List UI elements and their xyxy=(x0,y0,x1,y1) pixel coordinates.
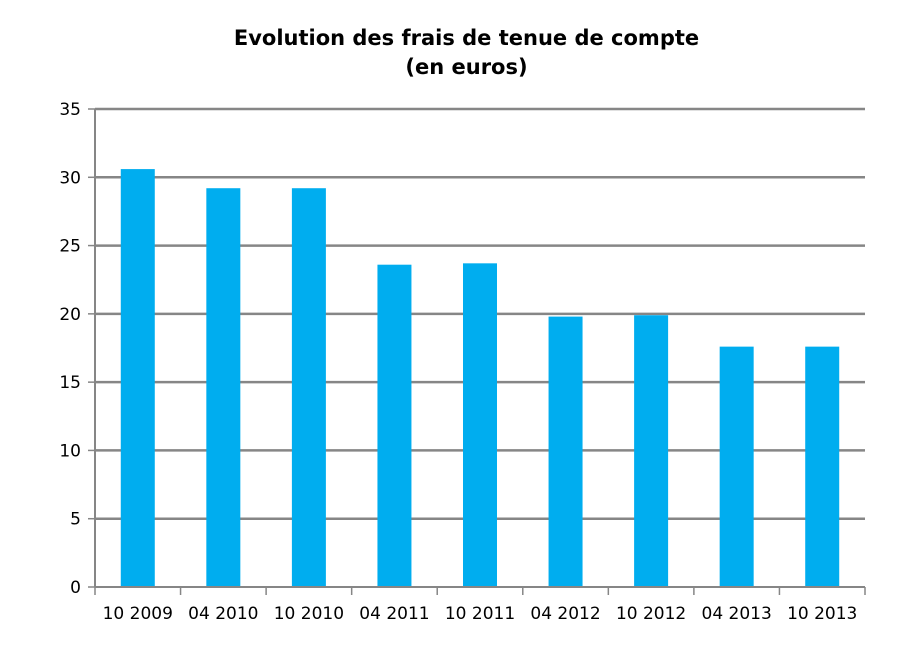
bar-8 xyxy=(805,346,840,587)
chart-title: Evolution des frais de tenue de compte (… xyxy=(0,24,920,82)
bar-6 xyxy=(634,315,669,587)
bar-7 xyxy=(719,346,754,587)
x-tick-label-3: 04 2011 xyxy=(359,604,429,624)
x-tick-label-2: 10 2010 xyxy=(274,604,344,624)
tick-labels: 0 5 10 15 20 25 30 35 10 2009 04 2010 10 2010 04 20… xyxy=(59,100,857,624)
x-tick-label-5: 04 2012 xyxy=(530,604,600,624)
chart-title-line-2: (en euros) xyxy=(405,55,528,79)
bar-3 xyxy=(377,264,412,587)
axes xyxy=(88,108,866,595)
y-tick-label-7: 35 xyxy=(59,100,81,120)
y-tick-label-2: 10 xyxy=(59,441,81,461)
y-tick-label-4: 20 xyxy=(59,305,81,325)
chart-title-line-1: Evolution des frais de tenue de compte xyxy=(233,26,700,50)
y-tick-label-3: 15 xyxy=(59,373,81,393)
bar-2 xyxy=(291,188,326,587)
bar-4 xyxy=(463,263,497,587)
x-tick-label-7: 04 2013 xyxy=(702,604,772,624)
y-tick-label-1: 5 xyxy=(70,510,81,530)
x-tick-label-1: 04 2010 xyxy=(188,604,258,624)
x-tick-label-8: 10 2013 xyxy=(787,604,857,624)
bar-1 xyxy=(206,188,241,587)
x-tick-label-6: 10 2012 xyxy=(616,604,686,624)
bar-0 xyxy=(120,169,155,587)
bar-5 xyxy=(548,316,583,587)
x-tick-label-0: 10 2009 xyxy=(103,604,173,624)
bars xyxy=(120,169,840,587)
y-tick-label-5: 25 xyxy=(59,237,81,257)
y-tick-label-6: 30 xyxy=(59,168,81,188)
y-tick-label-0: 0 xyxy=(70,578,81,598)
x-tick-label-4: 10 2011 xyxy=(445,604,515,624)
